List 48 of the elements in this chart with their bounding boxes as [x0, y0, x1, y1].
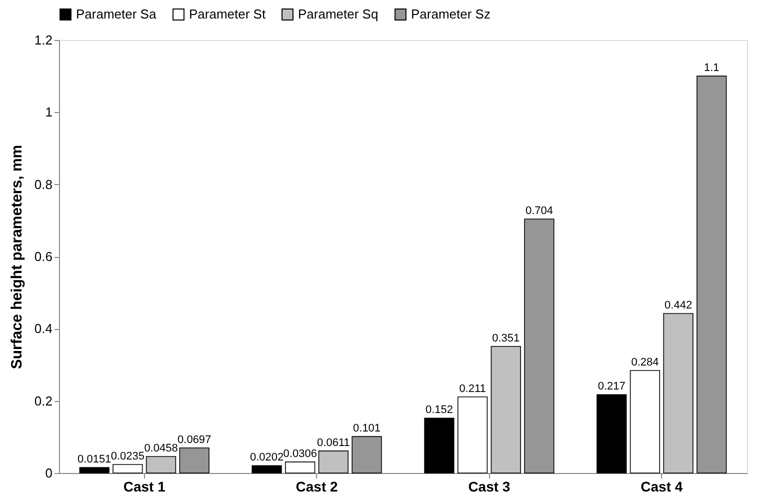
y-tick-label: 0.2 [34, 393, 52, 408]
bar [285, 462, 316, 474]
data-label: 0.211 [459, 382, 486, 395]
y-tick-label: 1.2 [34, 32, 52, 48]
data-label: 0.0697 [178, 434, 212, 446]
data-label: 0.152 [425, 404, 453, 416]
data-label: 0.0306 [283, 448, 317, 460]
data-label: 0.0202 [250, 452, 284, 464]
y-tick-label: 0 [45, 466, 52, 480]
bar [696, 76, 727, 474]
bar [179, 447, 210, 474]
bar [112, 464, 143, 474]
data-label: 0.704 [525, 204, 553, 217]
x-tick-label: Cast 3 [468, 478, 510, 494]
y-axis-title: Surface height parameters, mm [8, 144, 26, 370]
data-label: 0.442 [664, 300, 692, 312]
bar [318, 450, 349, 474]
x-tick-label: Cast 2 [296, 478, 338, 494]
y-tick-label: 0.8 [34, 176, 52, 192]
bar [424, 418, 454, 474]
data-label: 0.0151 [78, 454, 112, 466]
y-tick-label: 0.4 [34, 321, 52, 336]
legend-label: Parameter St [189, 6, 266, 22]
bar [79, 467, 110, 474]
bar [146, 456, 176, 474]
bar [252, 465, 282, 474]
bar [524, 218, 554, 474]
x-tick-label: Cast 4 [640, 478, 683, 494]
legend-label: Parameter Sz [411, 6, 490, 22]
legend-label: Parameter Sq [298, 6, 378, 22]
data-label: 0.0611 [317, 436, 350, 449]
bar [457, 396, 488, 474]
x-tick-label: Cast 1 [123, 478, 166, 494]
bar [352, 436, 382, 474]
data-label: 0.284 [631, 356, 659, 369]
bar [596, 394, 627, 474]
data-label: 0.351 [492, 332, 520, 344]
bar [663, 313, 694, 474]
bar [490, 346, 521, 474]
data-label: 0.0235 [110, 450, 145, 463]
legend-label: Parameter Sa [76, 6, 157, 22]
y-tick-label: 0.6 [34, 249, 52, 264]
y-tick-label: 1 [45, 104, 52, 120]
data-label: 0.217 [598, 380, 626, 393]
data-label: 1.1 [704, 62, 720, 74]
data-label: 0.0458 [144, 442, 178, 454]
bar [630, 370, 660, 474]
data-label: 0.101 [353, 422, 381, 435]
